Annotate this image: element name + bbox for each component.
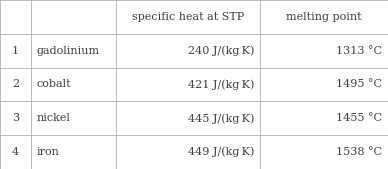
Text: 2: 2 (12, 79, 19, 90)
Text: 421 J/(kg K): 421 J/(kg K) (188, 79, 254, 90)
Text: melting point: melting point (286, 12, 362, 22)
Text: 3: 3 (12, 113, 19, 123)
Text: 1: 1 (12, 46, 19, 56)
Text: iron: iron (37, 147, 60, 157)
Text: specific heat at STP: specific heat at STP (132, 12, 244, 22)
Text: 445 J/(kg K): 445 J/(kg K) (188, 113, 254, 124)
Text: 1313 °C: 1313 °C (336, 46, 382, 56)
Text: cobalt: cobalt (37, 79, 71, 90)
Text: 1455 °C: 1455 °C (336, 113, 382, 123)
Text: gadolinium: gadolinium (37, 46, 100, 56)
Text: 4: 4 (12, 147, 19, 157)
Text: 1495 °C: 1495 °C (336, 79, 382, 90)
Text: 1538 °C: 1538 °C (336, 147, 382, 157)
Text: 240 J/(kg K): 240 J/(kg K) (188, 45, 254, 56)
Text: nickel: nickel (37, 113, 71, 123)
Text: 449 J/(kg K): 449 J/(kg K) (188, 147, 254, 157)
